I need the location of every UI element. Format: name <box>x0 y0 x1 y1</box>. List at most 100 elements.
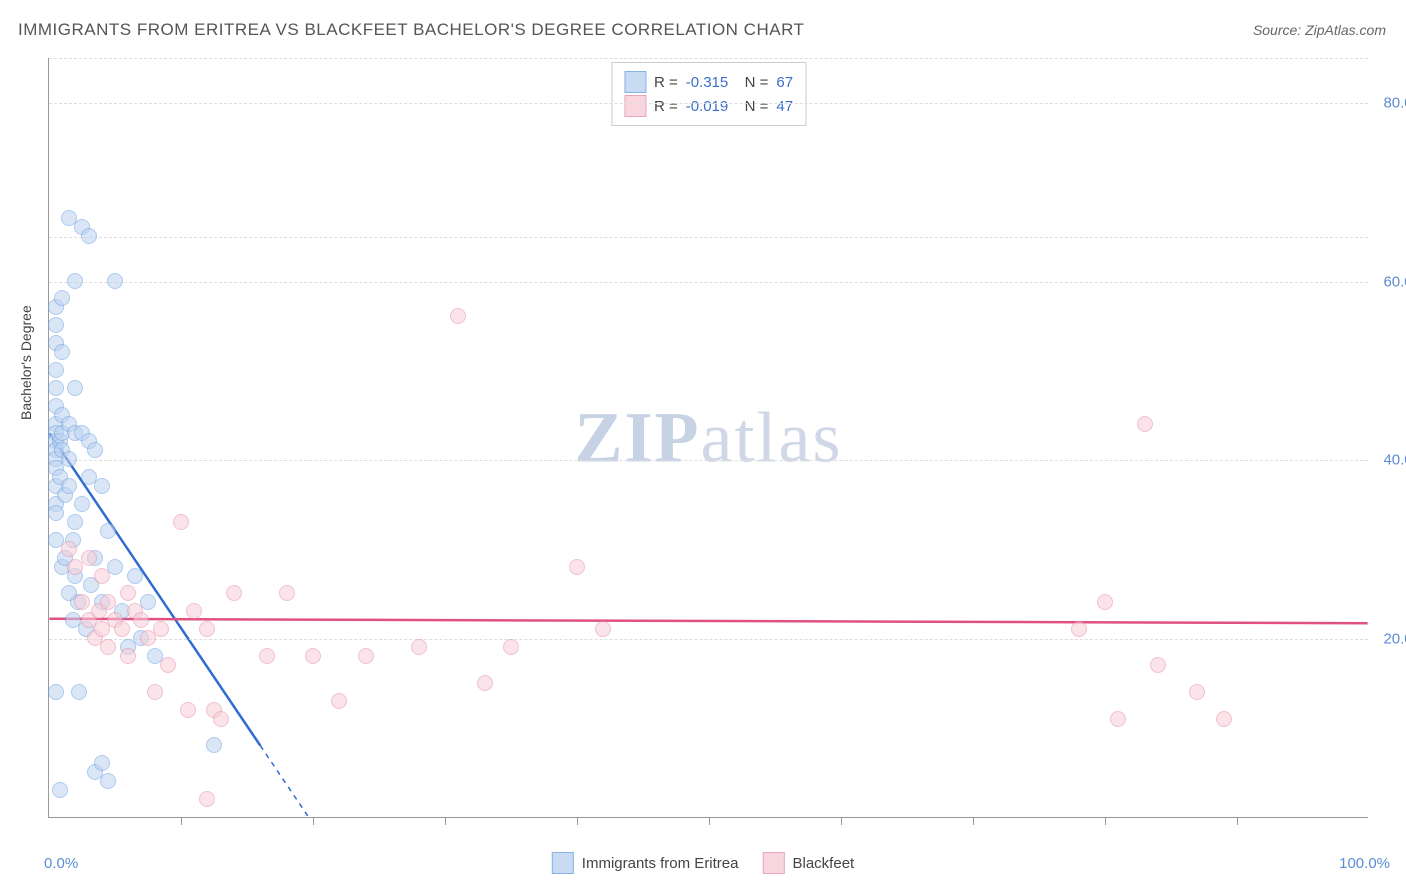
data-point <box>74 496 90 512</box>
source-label: Source: ZipAtlas.com <box>1253 22 1386 38</box>
x-tick <box>709 817 710 825</box>
legend-stat-row: R = -0.315 N = 67 <box>624 71 793 93</box>
gridline <box>49 282 1368 283</box>
x-tick <box>841 817 842 825</box>
data-point <box>120 648 136 664</box>
data-point <box>100 523 116 539</box>
data-point <box>1071 621 1087 637</box>
data-point <box>173 514 189 530</box>
legend-swatch <box>624 71 646 93</box>
data-point <box>305 648 321 664</box>
data-point <box>48 505 64 521</box>
data-point <box>120 585 136 601</box>
legend-stat-row: R = -0.019 N = 47 <box>624 95 793 117</box>
data-point <box>213 711 229 727</box>
data-point <box>61 541 77 557</box>
chart-plot-area: ZIPatlas R = -0.315 N = 67R = -0.019 N =… <box>48 58 1368 818</box>
data-point <box>1150 657 1166 673</box>
data-point <box>67 514 83 530</box>
y-axis-title: Bachelor's Degree <box>18 305 34 420</box>
data-point <box>61 451 77 467</box>
gridline <box>49 639 1368 640</box>
data-point <box>71 684 87 700</box>
legend-swatch <box>552 852 574 874</box>
data-point <box>411 639 427 655</box>
gridline <box>49 103 1368 104</box>
data-point <box>81 228 97 244</box>
data-point <box>569 559 585 575</box>
data-point <box>87 442 103 458</box>
data-point <box>48 362 64 378</box>
legend-n-val: 47 <box>776 98 793 115</box>
trend-line-dashed <box>260 746 308 817</box>
legend-series-label: Immigrants from Eritrea <box>582 855 739 872</box>
trend-line <box>49 619 1367 623</box>
data-point <box>94 478 110 494</box>
x-axis-min: 0.0% <box>44 855 78 872</box>
data-point <box>180 702 196 718</box>
y-tick-label: 60.0% <box>1383 273 1406 290</box>
data-point <box>107 273 123 289</box>
data-point <box>226 585 242 601</box>
legend-r-key: R = <box>654 74 678 91</box>
gridline <box>49 460 1368 461</box>
data-point <box>160 657 176 673</box>
gridline <box>49 58 1368 59</box>
data-point <box>100 639 116 655</box>
data-point <box>48 684 64 700</box>
data-point <box>358 648 374 664</box>
data-point <box>114 621 130 637</box>
x-tick <box>577 817 578 825</box>
y-tick-label: 80.0% <box>1383 94 1406 111</box>
gridline <box>49 237 1368 238</box>
legend-n-key: N = <box>736 98 768 115</box>
data-point <box>48 380 64 396</box>
data-point <box>94 755 110 771</box>
data-point <box>153 621 169 637</box>
legend-series-item: Immigrants from Eritrea <box>552 852 739 874</box>
legend-stats: R = -0.315 N = 67R = -0.019 N = 47 <box>611 62 806 126</box>
x-tick <box>973 817 974 825</box>
x-tick <box>1237 817 1238 825</box>
data-point <box>259 648 275 664</box>
data-point <box>1216 711 1232 727</box>
x-axis-max: 100.0% <box>1339 855 1390 872</box>
data-point <box>199 621 215 637</box>
x-tick <box>1105 817 1106 825</box>
y-tick-label: 20.0% <box>1383 631 1406 648</box>
data-point <box>74 594 90 610</box>
legend-series-label: Blackfeet <box>793 855 855 872</box>
data-point <box>279 585 295 601</box>
data-point <box>67 273 83 289</box>
legend-n-key: N = <box>736 74 768 91</box>
x-tick <box>313 817 314 825</box>
data-point <box>94 568 110 584</box>
legend-r-val: -0.315 <box>686 74 729 91</box>
x-tick <box>445 817 446 825</box>
legend-series-item: Blackfeet <box>763 852 855 874</box>
data-point <box>133 612 149 628</box>
legend-r-key: R = <box>654 98 678 115</box>
data-point <box>450 308 466 324</box>
data-point <box>61 478 77 494</box>
legend-swatch <box>624 95 646 117</box>
data-point <box>100 773 116 789</box>
data-point <box>503 639 519 655</box>
data-point <box>477 675 493 691</box>
data-point <box>100 594 116 610</box>
legend-r-val: -0.019 <box>686 98 729 115</box>
data-point <box>127 568 143 584</box>
x-tick <box>181 817 182 825</box>
legend-swatch <box>763 852 785 874</box>
data-point <box>48 317 64 333</box>
data-point <box>1097 594 1113 610</box>
data-point <box>1137 416 1153 432</box>
data-point <box>54 344 70 360</box>
data-point <box>331 693 347 709</box>
data-point <box>54 290 70 306</box>
data-point <box>52 782 68 798</box>
data-point <box>206 737 222 753</box>
legend-n-val: 67 <box>776 74 793 91</box>
chart-title: IMMIGRANTS FROM ERITREA VS BLACKFEET BAC… <box>18 20 804 40</box>
data-point <box>147 684 163 700</box>
